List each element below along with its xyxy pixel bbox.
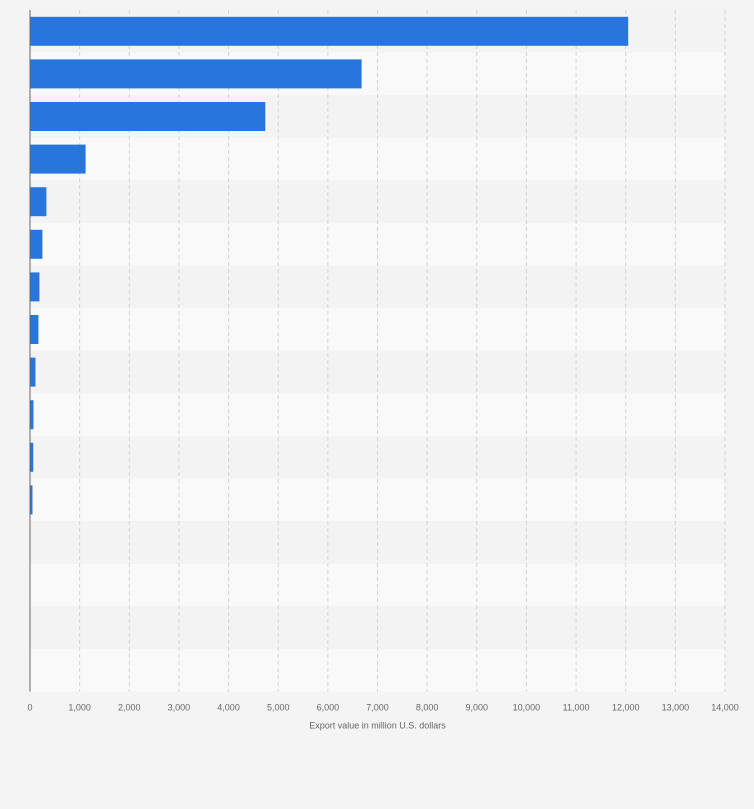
- x-tick-label: 11,000: [563, 703, 590, 713]
- x-tick-label: 14,000: [711, 703, 739, 713]
- row-band: [30, 393, 725, 436]
- bar[interactable]: [30, 102, 266, 131]
- row-band: [30, 350, 725, 394]
- x-tick-labels: 0 1,000 2,000 3,000 4,000 5,000 6,000 7,000 8,00…: [27, 703, 738, 713]
- x-tick-label: 0: [27, 703, 32, 713]
- bar[interactable]: [30, 485, 33, 515]
- bars: [30, 16, 629, 515]
- bar[interactable]: [30, 187, 47, 217]
- bar[interactable]: [30, 144, 86, 174]
- x-tick-label: 1,000: [68, 703, 91, 713]
- x-tick-label: 7,000: [366, 703, 389, 713]
- x-tick-label: 12,000: [612, 703, 640, 713]
- x-tick-label: 2,000: [118, 703, 141, 713]
- x-tick-label: 3,000: [168, 703, 191, 713]
- row-band: [30, 308, 725, 351]
- x-tick-label: 4,000: [217, 703, 240, 713]
- x-tick-label: 6,000: [317, 703, 340, 713]
- row-band: [30, 436, 725, 479]
- bar[interactable]: [30, 400, 34, 430]
- x-tick-label: 5,000: [267, 703, 290, 713]
- bar[interactable]: [30, 315, 39, 344]
- x-tick-label: 9,000: [466, 703, 489, 713]
- bar[interactable]: [30, 442, 34, 472]
- bar[interactable]: [30, 16, 629, 46]
- x-axis-title: Export value in million U.S. dollars: [309, 721, 446, 731]
- bar[interactable]: [30, 229, 43, 259]
- bar[interactable]: [30, 357, 36, 387]
- bar[interactable]: [30, 272, 40, 302]
- x-tick-label: 10,000: [513, 703, 541, 713]
- x-tick-label: 13,000: [662, 703, 690, 713]
- bar[interactable]: [30, 59, 362, 89]
- x-tick-label: 8,000: [416, 703, 439, 713]
